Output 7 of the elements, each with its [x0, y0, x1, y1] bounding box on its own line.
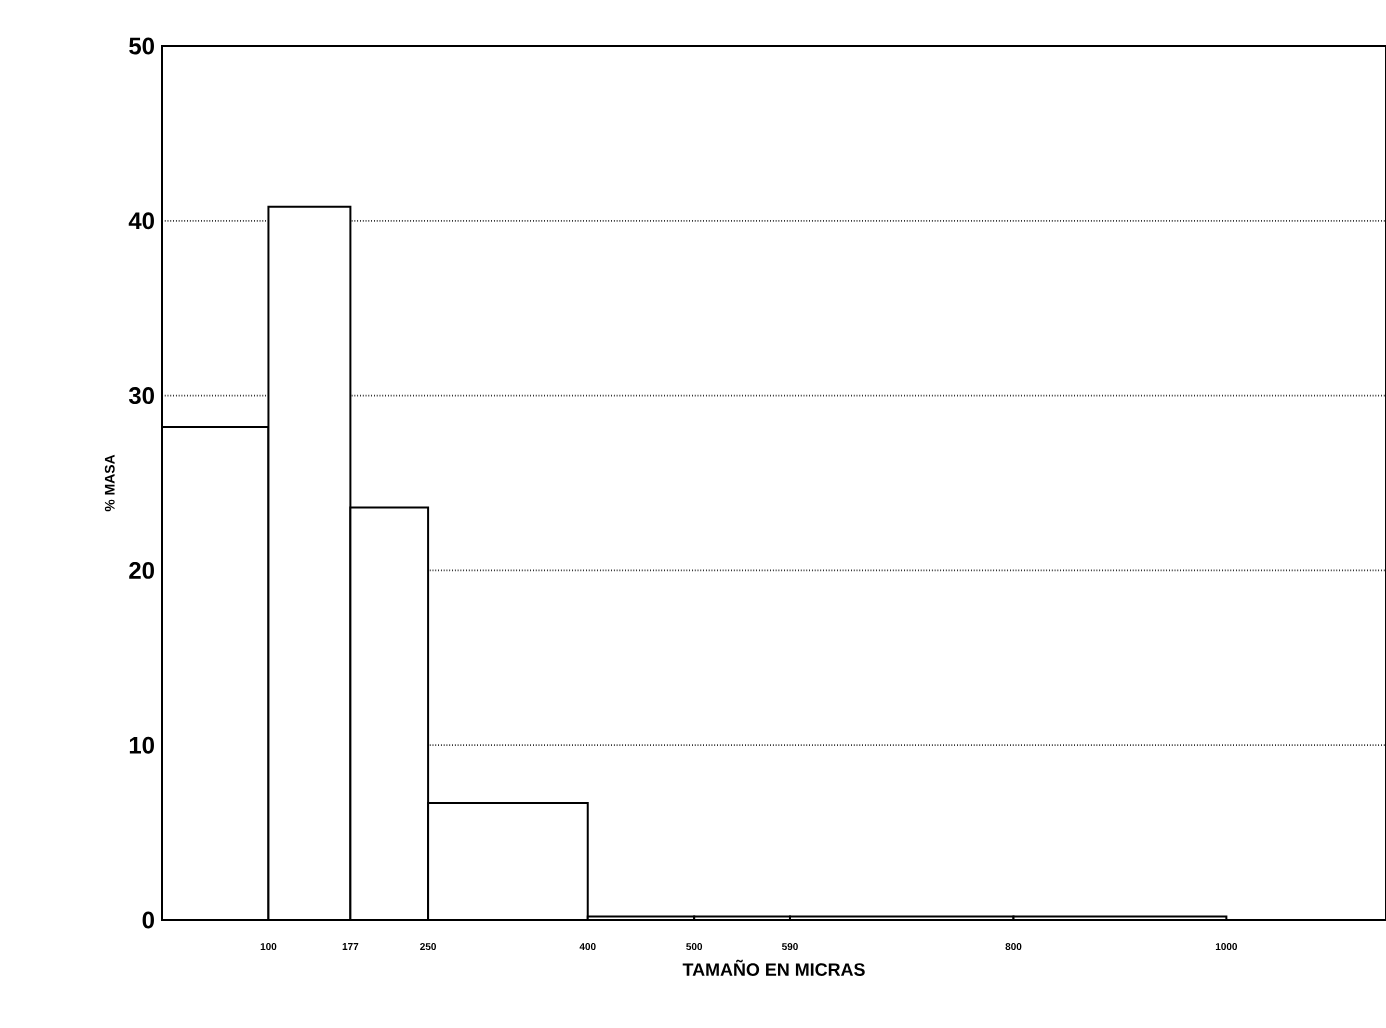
y-tick-label: 30 [128, 387, 154, 405]
y-tick-label: 10 [129, 736, 154, 754]
x-axis-title: TAMAÑO EN MICRAS [682, 959, 865, 976]
y-tick-label: 50 [129, 37, 154, 55]
y-tick-label: 40 [128, 212, 154, 230]
y-tick-label: 20 [129, 561, 154, 579]
y-tick-label: 0 [142, 911, 154, 929]
